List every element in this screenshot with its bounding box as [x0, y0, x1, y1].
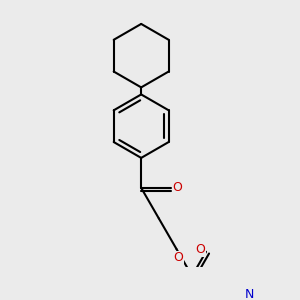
Text: O: O — [172, 182, 182, 194]
Text: O: O — [195, 244, 205, 256]
Text: O: O — [173, 251, 183, 264]
Text: N: N — [244, 288, 254, 300]
